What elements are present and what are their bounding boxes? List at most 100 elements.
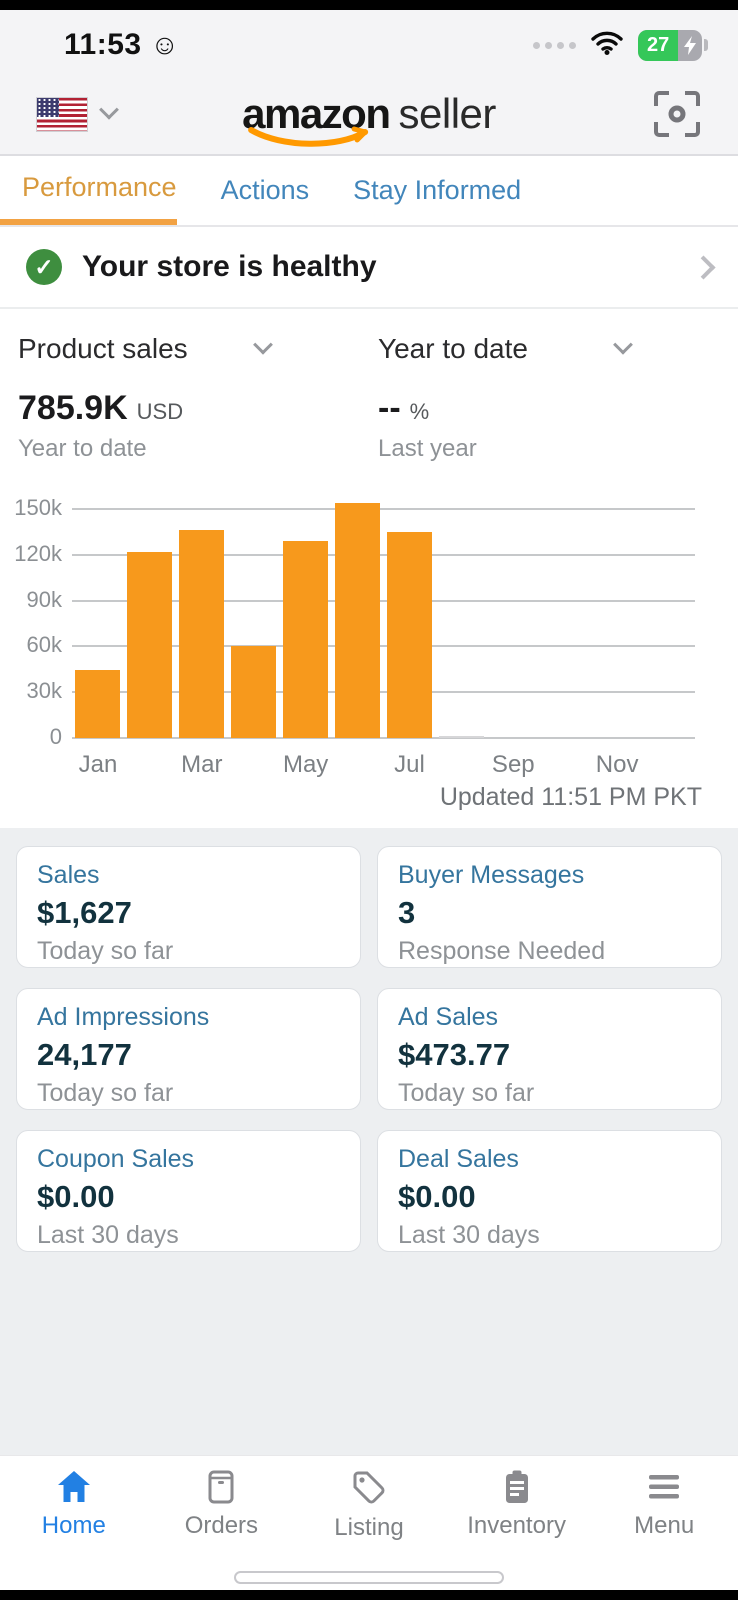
period-dropdown[interactable]: Year to date [378, 333, 633, 365]
charging-bolt-icon [684, 35, 696, 55]
chevron-right-icon [691, 254, 716, 280]
card-title: Deal Sales [398, 1145, 519, 1173]
kpi-total-unit: USD [136, 399, 184, 424]
chart-bar-may[interactable] [283, 541, 329, 738]
card-ad-impressions[interactable]: Ad Impressions 24,177 Today so far [16, 988, 361, 1110]
tab-bar: Performance Actions Stay Informed [0, 156, 738, 227]
y-axis-label: 30k [26, 678, 62, 704]
chevron-down-icon [253, 334, 273, 355]
chart-bar-apr[interactable] [231, 646, 277, 738]
chart-y-axis: 0 30k 60k 90k 120k 150k [0, 495, 62, 749]
kpi-change-unit: % [409, 399, 430, 424]
status-time: 11:53 ☺ [64, 28, 180, 62]
card-buyer-messages[interactable]: Buyer Messages 3 Response Needed [377, 846, 722, 968]
nav-inventory[interactable]: Inventory [443, 1456, 591, 1590]
card-ad-sales[interactable]: Ad Sales $473.77 Today so far [377, 988, 722, 1110]
store-health-row[interactable]: ✓ Your store is healthy [0, 227, 738, 309]
card-value: 24,177 [37, 1037, 132, 1072]
chart-bar-jul[interactable] [386, 531, 432, 738]
kpi-total-caption: Year to date [18, 435, 147, 462]
x-axis-label: Sep [491, 751, 535, 778]
app-header: amazon seller [0, 74, 738, 156]
battery-nub [704, 39, 708, 51]
battery-icon: 27 [638, 29, 702, 61]
status-bar: 11:53 ☺ 27 [0, 10, 738, 74]
chart-plot-area [72, 502, 695, 739]
tab-performance[interactable]: Performance [0, 156, 177, 225]
nav-orders[interactable]: Orders [148, 1456, 296, 1590]
chevron-down-icon [613, 334, 633, 355]
nav-label: Listing [334, 1514, 404, 1541]
card-title: Sales [37, 861, 100, 889]
healthy-check-icon: ✓ [26, 249, 62, 285]
marketplace-selector[interactable] [36, 96, 119, 132]
nav-label: Menu [634, 1512, 695, 1539]
tab-stay-informed[interactable]: Stay Informed [353, 175, 522, 205]
card-title: Coupon Sales [37, 1145, 195, 1173]
card-value: $0.00 [398, 1179, 476, 1214]
metric-dropdown[interactable]: Product sales [18, 333, 273, 365]
kpi-change-caption: Last year [378, 435, 477, 462]
card-caption: Response Needed [398, 937, 606, 965]
nav-listing[interactable]: Listing [295, 1456, 443, 1590]
x-axis-label: Jan [78, 751, 118, 778]
amazon-smile-icon [248, 126, 369, 147]
y-axis-label: 90k [26, 586, 62, 612]
x-axis-label: Jul [394, 751, 425, 778]
kpi-change-value: -- [378, 389, 401, 427]
y-axis-label: 60k [26, 632, 62, 658]
card-deal-sales[interactable]: Deal Sales $0.00 Last 30 days [377, 1130, 722, 1252]
chart-gridline [72, 599, 695, 602]
logo-amazon-text: amazon [242, 90, 391, 137]
metrics-header: Product sales 785.9K USD Year to date Ye… [0, 309, 738, 487]
cellular-signal-icon [533, 41, 576, 49]
metric-column-left: Product sales 785.9K USD Year to date [18, 333, 378, 487]
period-dropdown-label: Year to date [378, 333, 528, 364]
wifi-icon [590, 30, 624, 61]
card-title: Ad Impressions [37, 1003, 210, 1031]
chart-bar-jun[interactable] [335, 502, 381, 738]
kpi-total-value: 785.9K [18, 389, 128, 427]
chart-bar-aug[interactable] [438, 735, 484, 738]
amazon-seller-logo: amazon seller [242, 90, 497, 147]
nav-label: Home [41, 1512, 106, 1539]
nav-label: Orders [184, 1512, 259, 1539]
chart-bar-feb[interactable] [127, 551, 173, 738]
card-title: Ad Sales [398, 1003, 499, 1031]
card-title: Buyer Messages [398, 861, 585, 889]
home-icon [57, 1471, 90, 1502]
chart-updated-timestamp: Updated 11:51 PM PKT [439, 783, 702, 811]
nav-menu[interactable]: Menu [590, 1456, 738, 1590]
screen-top-bezel [0, 0, 738, 10]
chart-gridline [72, 508, 695, 510]
chart-bar-jan[interactable] [75, 670, 121, 738]
chart-gridline [72, 645, 695, 648]
battery-percent: 27 [647, 33, 670, 56]
tab-actions[interactable]: Actions [220, 175, 310, 205]
status-icons: 27 [533, 29, 708, 61]
store-health-text: Your store is healthy [82, 250, 377, 283]
nav-label: Inventory [467, 1512, 566, 1539]
home-indicator[interactable] [234, 1571, 504, 1584]
card-value: $473.77 [398, 1037, 511, 1072]
x-axis-label: Nov [595, 751, 639, 778]
orders-icon [208, 1470, 234, 1504]
chevron-down-icon [99, 99, 119, 120]
card-caption: Today so far [37, 937, 174, 965]
sales-bar-chart: 0 30k 60k 90k 120k 150k Jan Mar May Jul Sep Nov [0, 487, 738, 783]
chart-gridline [72, 691, 695, 694]
card-sales[interactable]: Sales $1,627 Today so far [16, 846, 361, 968]
listing-icon [353, 1471, 385, 1504]
smiley-emoji-icon: ☺ [150, 29, 180, 60]
card-caption: Last 30 days [37, 1221, 179, 1249]
logo-seller-text: seller [398, 90, 497, 137]
chart-bar-mar[interactable] [179, 530, 225, 738]
y-axis-label: 150k [14, 495, 62, 520]
chart-gridline [72, 553, 695, 556]
nav-home[interactable]: Home [0, 1456, 148, 1590]
scan-icon[interactable] [654, 91, 700, 137]
chart-gridline [72, 737, 695, 739]
chart-x-axis: Jan Mar May Jul Sep Nov [0, 751, 738, 781]
card-coupon-sales[interactable]: Coupon Sales $0.00 Last 30 days [16, 1130, 361, 1252]
